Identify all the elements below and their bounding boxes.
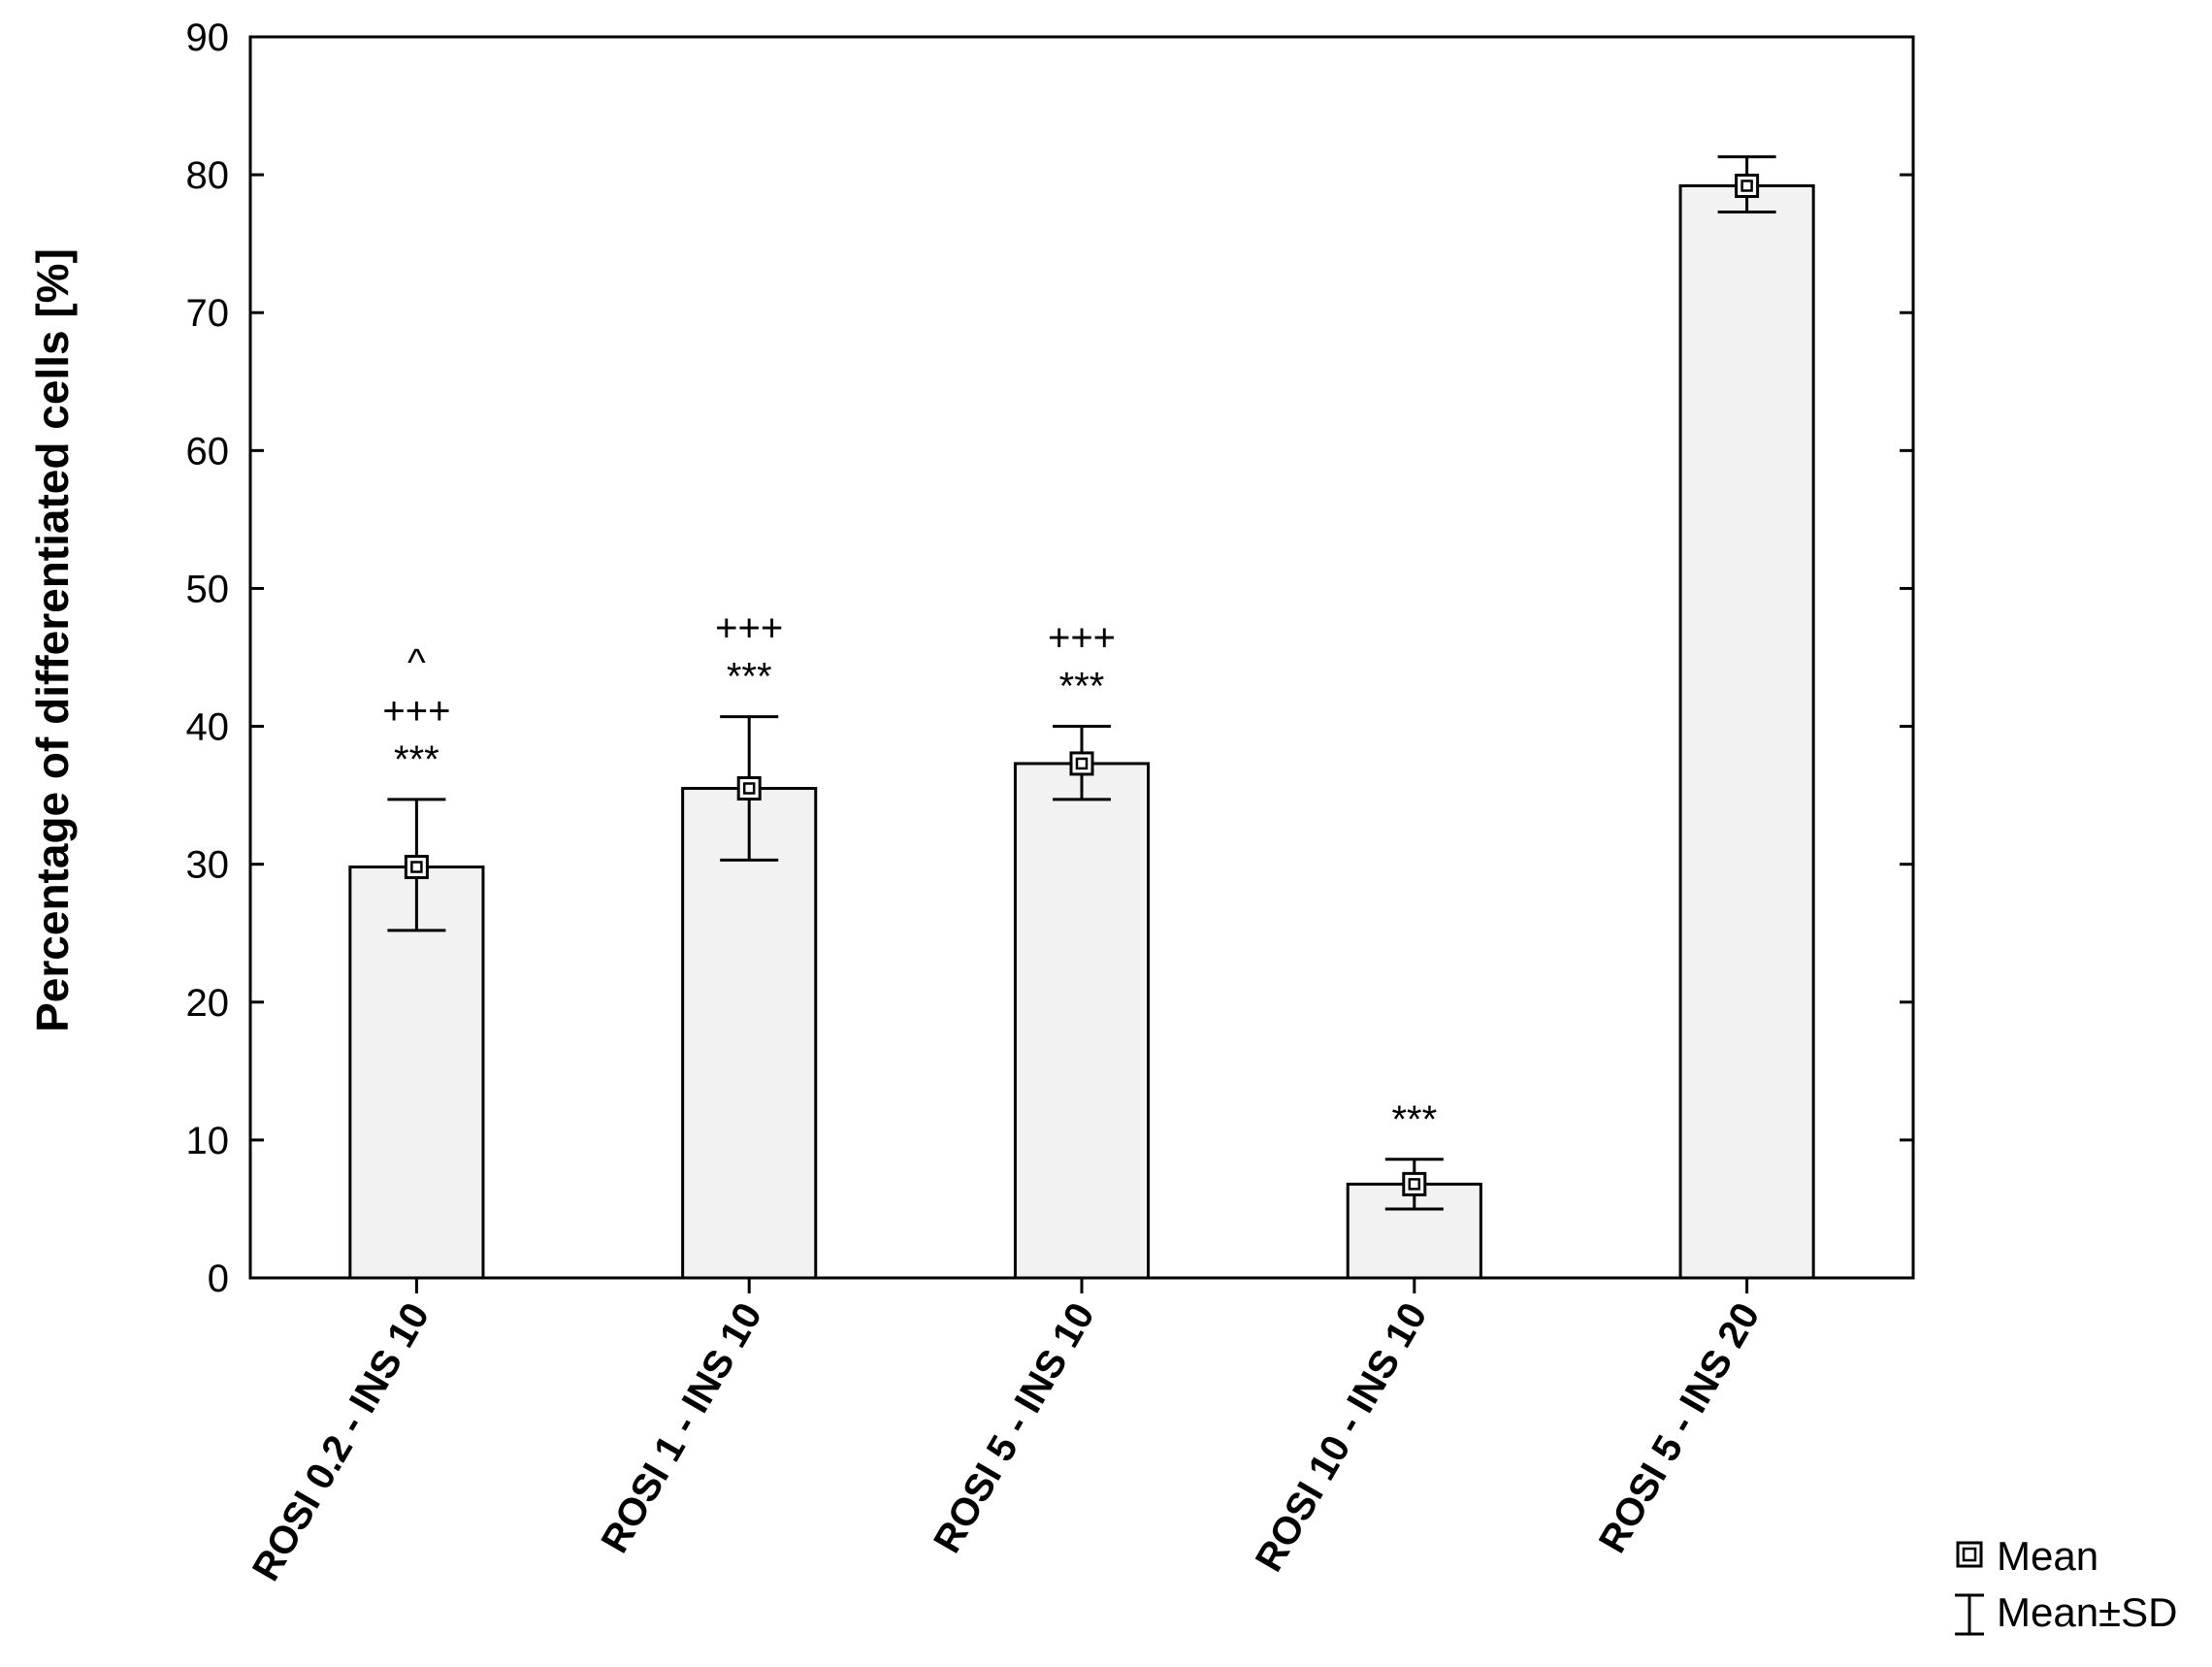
- mean-marker-inner: [742, 782, 756, 795]
- bar: [1013, 762, 1151, 1280]
- legend: Mean Mean±SD: [1955, 1533, 2177, 1636]
- y-tick-label: 70: [186, 292, 230, 335]
- x-tick-label: ROSI 1 - INS 10: [593, 1296, 770, 1560]
- mean-marker-inner: [410, 861, 423, 873]
- x-tick-label: ROSI 10 - INS 10: [1248, 1296, 1436, 1580]
- mean-marker: [1402, 1171, 1427, 1196]
- significance-label: ***: [1059, 666, 1105, 708]
- legend-label-sd: Mean±SD: [1997, 1589, 2177, 1635]
- significance-label: ***: [727, 656, 772, 699]
- significance-label: +++: [1048, 617, 1116, 660]
- significance-label: ^: [407, 641, 426, 684]
- significance-label: +++: [715, 607, 783, 650]
- legend-mean-marker: [1956, 1541, 1983, 1568]
- y-tick-label: 60: [186, 430, 230, 473]
- significance-label: ***: [394, 738, 439, 781]
- bar: [681, 787, 818, 1280]
- mean-marker: [1735, 173, 1760, 198]
- significance-label: +++: [382, 690, 450, 733]
- y-tick-label: 20: [186, 982, 230, 1025]
- mean-marker: [1069, 751, 1094, 776]
- y-tick-label: 30: [186, 844, 230, 887]
- y-tick-label: 80: [186, 154, 230, 197]
- x-tick-label: ROSI 5 - INS 10: [926, 1296, 1103, 1560]
- significance-label: ***: [1391, 1098, 1437, 1141]
- mean-marker-inner: [1408, 1178, 1421, 1191]
- y-tick-label: 90: [186, 16, 230, 59]
- y-tick-label: 0: [208, 1258, 229, 1300]
- mean-marker: [404, 855, 429, 880]
- x-tick-label: ROSI 0.2 - INS 10: [244, 1296, 438, 1588]
- mean-marker-inner: [1075, 757, 1089, 770]
- y-tick-label: 50: [186, 568, 230, 610]
- bar: [1678, 183, 1815, 1280]
- y-axis-title: Percentage of differentiated cells [%]: [27, 248, 78, 1032]
- y-tick-label: 40: [186, 706, 230, 749]
- legend-mean-marker-inner: [1962, 1547, 1977, 1562]
- legend-label-mean: Mean: [1997, 1533, 2098, 1579]
- y-tick-label: 10: [186, 1120, 230, 1162]
- mean-marker: [736, 776, 762, 801]
- x-tick-label: ROSI 5 - INS 20: [1591, 1296, 1769, 1560]
- mean-marker-inner: [1740, 180, 1753, 192]
